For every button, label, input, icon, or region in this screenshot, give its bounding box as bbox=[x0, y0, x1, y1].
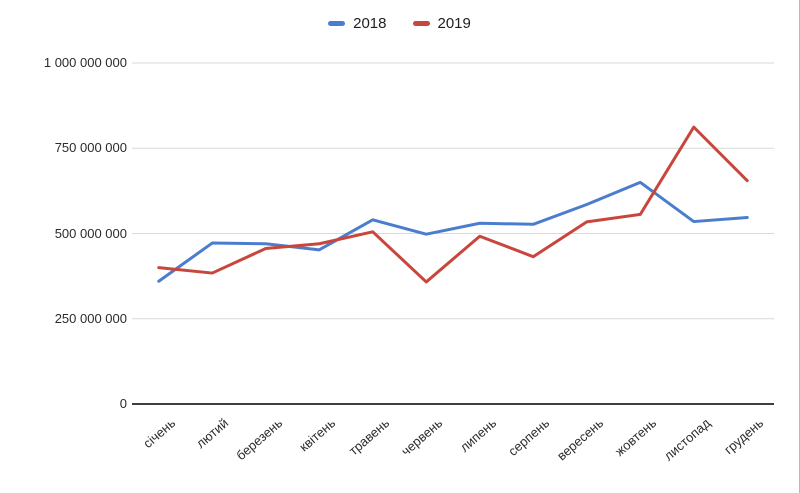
legend-swatch-2018-icon bbox=[328, 21, 346, 26]
series-line-2018 bbox=[157, 180, 749, 283]
y-axis-tick-label: 750 000 000 bbox=[54, 140, 127, 156]
legend-item-2019: 2019 bbox=[412, 15, 471, 32]
y-axis-tick-label: 500 000 000 bbox=[54, 225, 127, 241]
series-line-2019 bbox=[157, 125, 749, 284]
legend-label-2018: 2018 bbox=[353, 15, 387, 32]
chart-legend: 2018 2019 bbox=[0, 15, 799, 32]
legend-label-2019: 2019 bbox=[437, 15, 471, 32]
y-axis-tick-label: 1 000 000 000 bbox=[43, 55, 127, 70]
legend-swatch-2019-icon bbox=[412, 21, 430, 26]
y-axis-tick-label: 0 bbox=[119, 396, 127, 411]
legend-item-2018: 2018 bbox=[328, 15, 387, 32]
y-axis-tick-label: 250 000 000 bbox=[54, 310, 127, 326]
